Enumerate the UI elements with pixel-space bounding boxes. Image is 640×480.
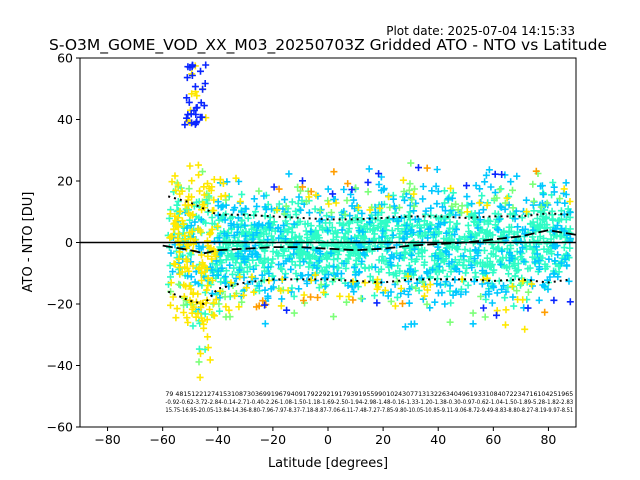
- x-tick-label: −20: [260, 432, 286, 447]
- chart-title: S-O3M_GOME_VOD_XX_M03_20250703Z Gridded …: [49, 36, 607, 55]
- std-upper-line: [167, 195, 571, 221]
- scatter-series-0: [164, 179, 574, 353]
- x-axis-ticks: −80 −60 −40 −20 0 20 40 60 80: [94, 427, 556, 447]
- y-tick-label: 0: [65, 235, 73, 250]
- scatter-series-2: [167, 159, 564, 366]
- statistics-lines: [162, 195, 576, 306]
- bin-stats-row: -0.92-0.62-3.72-2.84-0.14-2.71-0.40-2.26…: [165, 398, 573, 406]
- plot-date: Plot date: 2025-07-04 14:15:33: [386, 24, 575, 38]
- scatter-series-1: [167, 165, 574, 331]
- mean-line: [162, 229, 576, 255]
- bin-statistics: 79 4815122127415310873036991967940917922…: [165, 390, 573, 414]
- y-tick-label: −20: [47, 297, 73, 312]
- y-tick-label: 40: [57, 112, 73, 127]
- y-tick-label: −60: [47, 420, 73, 435]
- x-axis-label: Latitude [degrees]: [268, 456, 388, 471]
- scatter-series-4: [181, 61, 574, 319]
- x-tick-label: 40: [430, 432, 446, 447]
- x-tick-label: −40: [205, 432, 231, 447]
- x-tick-label: 20: [375, 432, 391, 447]
- x-tick-label: −60: [149, 432, 175, 447]
- bin-stats-row: 15.75-16.95-20.05-13.84-14.36-8.80-7.96-…: [165, 406, 573, 414]
- bin-stats-row: 79 4815122127415310873036991967940917922…: [165, 390, 573, 398]
- y-tick-label: −40: [47, 358, 73, 373]
- x-tick-label: −80: [94, 432, 120, 447]
- y-tick-label: 20: [57, 174, 73, 189]
- y-tick-label: 60: [57, 51, 73, 66]
- x-tick-label: 60: [485, 432, 501, 447]
- x-tick-label: 0: [324, 432, 332, 447]
- y-axis-label: ATO - NTO [DU]: [21, 192, 36, 293]
- x-tick-label: 80: [540, 432, 556, 447]
- y-axis-ticks: −60 −40 −20 0 20 40 60: [47, 51, 80, 435]
